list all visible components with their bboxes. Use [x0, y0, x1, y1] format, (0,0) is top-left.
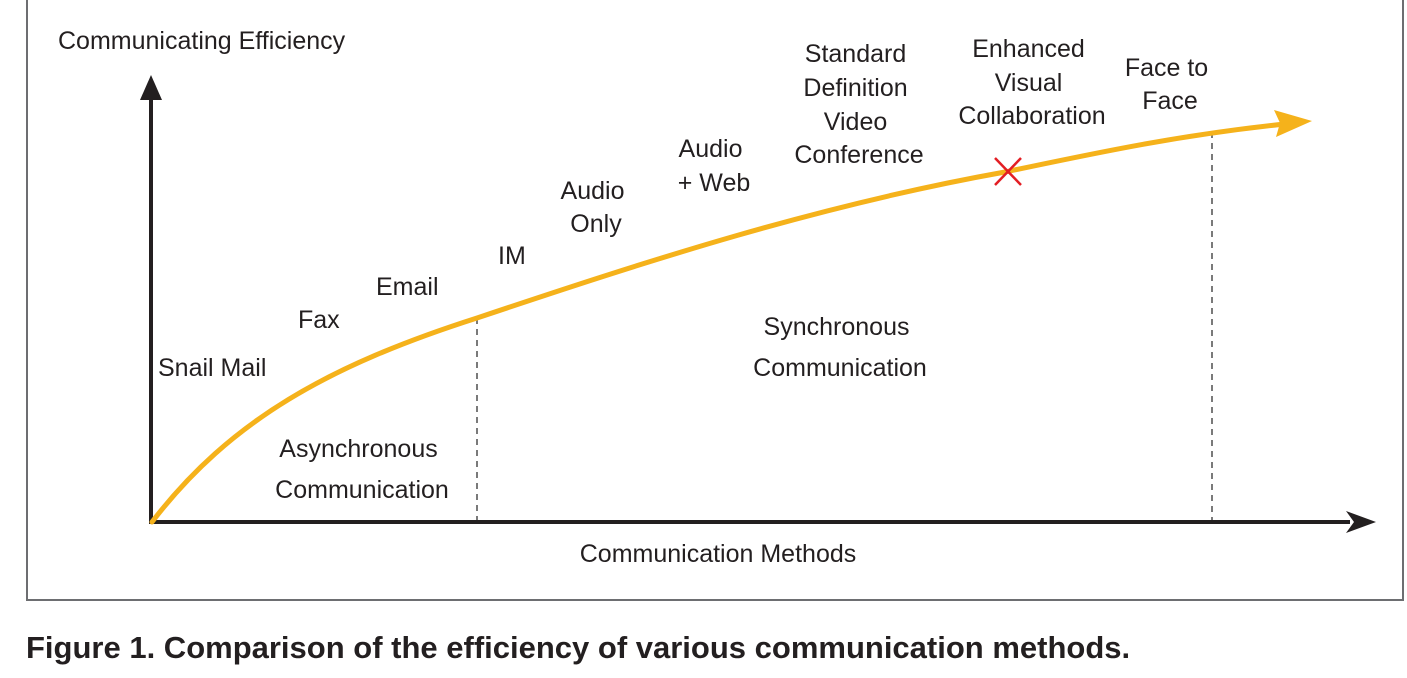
- x-mark-icon: [994, 157, 1022, 186]
- method-label-fax: Fax: [298, 306, 340, 334]
- method-label-enhanced-visual: Enhanced Visual Collaboration: [958, 35, 1105, 130]
- region-label-asynchronous: Asynchronous Communication: [275, 435, 449, 504]
- method-label-snail-mail: Snail Mail: [158, 354, 266, 382]
- method-label-sd-video: Standard Definition Video Conference: [794, 40, 923, 169]
- method-label-audio-web: Audio + Web: [678, 135, 751, 197]
- efficiency-curve: [149, 121, 1288, 525]
- figure-caption: Figure 1. Comparison of the efficiency o…: [26, 630, 1131, 665]
- method-label-audio-only: Audio Only: [561, 177, 632, 238]
- x-axis-arrowhead: [1346, 511, 1376, 533]
- x-axis-label: Communication Methods: [580, 540, 857, 568]
- y-axis-label: Communicating Efficiency: [58, 27, 346, 55]
- method-label-face-to-face: Face to Face: [1125, 54, 1215, 115]
- method-label-email: Email: [376, 273, 439, 301]
- efficiency-diagram: Communicating Efficiency Communication M…: [58, 27, 1376, 568]
- curve-arrowhead: [1274, 110, 1312, 137]
- region-label-synchronous: Synchronous Communication: [753, 313, 927, 382]
- y-axis-arrowhead: [140, 75, 162, 100]
- method-label-im: IM: [498, 242, 526, 270]
- figure-frame: [26, 0, 1404, 601]
